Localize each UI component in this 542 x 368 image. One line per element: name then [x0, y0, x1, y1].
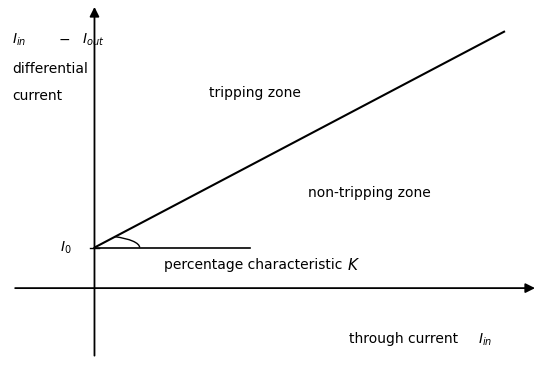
Text: $I_{out}$: $I_{out}$ [82, 31, 105, 47]
Text: non-tripping zone: non-tripping zone [308, 187, 431, 201]
Text: $I_{in}$: $I_{in}$ [478, 331, 493, 348]
Text: $K$: $K$ [347, 257, 360, 273]
Text: $-$: $-$ [57, 32, 70, 46]
Text: current: current [12, 89, 62, 103]
Text: through current: through current [349, 333, 458, 347]
Text: differential: differential [12, 62, 88, 76]
Text: $I_{in}$: $I_{in}$ [12, 31, 27, 47]
Text: $I_0$: $I_0$ [60, 239, 72, 256]
Text: percentage characteristic: percentage characteristic [164, 258, 343, 272]
Text: tripping zone: tripping zone [209, 86, 301, 100]
